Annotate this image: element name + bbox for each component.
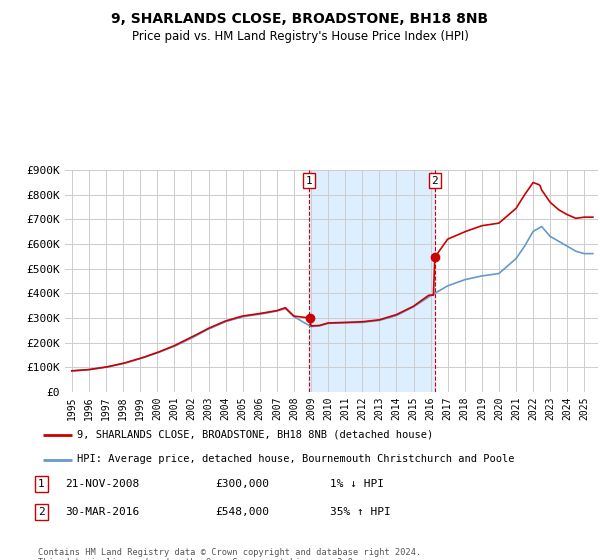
Text: Price paid vs. HM Land Registry's House Price Index (HPI): Price paid vs. HM Land Registry's House … [131, 30, 469, 43]
Text: £548,000: £548,000 [215, 507, 269, 517]
Text: 9, SHARLANDS CLOSE, BROADSTONE, BH18 8NB (detached house): 9, SHARLANDS CLOSE, BROADSTONE, BH18 8NB… [77, 430, 434, 440]
Text: Contains HM Land Registry data © Crown copyright and database right 2024.
This d: Contains HM Land Registry data © Crown c… [38, 548, 421, 560]
Text: 9, SHARLANDS CLOSE, BROADSTONE, BH18 8NB: 9, SHARLANDS CLOSE, BROADSTONE, BH18 8NB [112, 12, 488, 26]
Text: 35% ↑ HPI: 35% ↑ HPI [330, 507, 391, 517]
Text: 1: 1 [306, 175, 313, 185]
Text: 1: 1 [38, 479, 45, 489]
Text: 30-MAR-2016: 30-MAR-2016 [65, 507, 139, 517]
Bar [309, 170, 435, 392]
Text: 1% ↓ HPI: 1% ↓ HPI [330, 479, 384, 489]
Text: 2: 2 [38, 507, 45, 517]
Text: 21-NOV-2008: 21-NOV-2008 [65, 479, 139, 489]
Text: HPI: Average price, detached house, Bournemouth Christchurch and Poole: HPI: Average price, detached house, Bour… [77, 455, 515, 464]
Text: £300,000: £300,000 [215, 479, 269, 489]
Text: 2: 2 [431, 175, 438, 185]
